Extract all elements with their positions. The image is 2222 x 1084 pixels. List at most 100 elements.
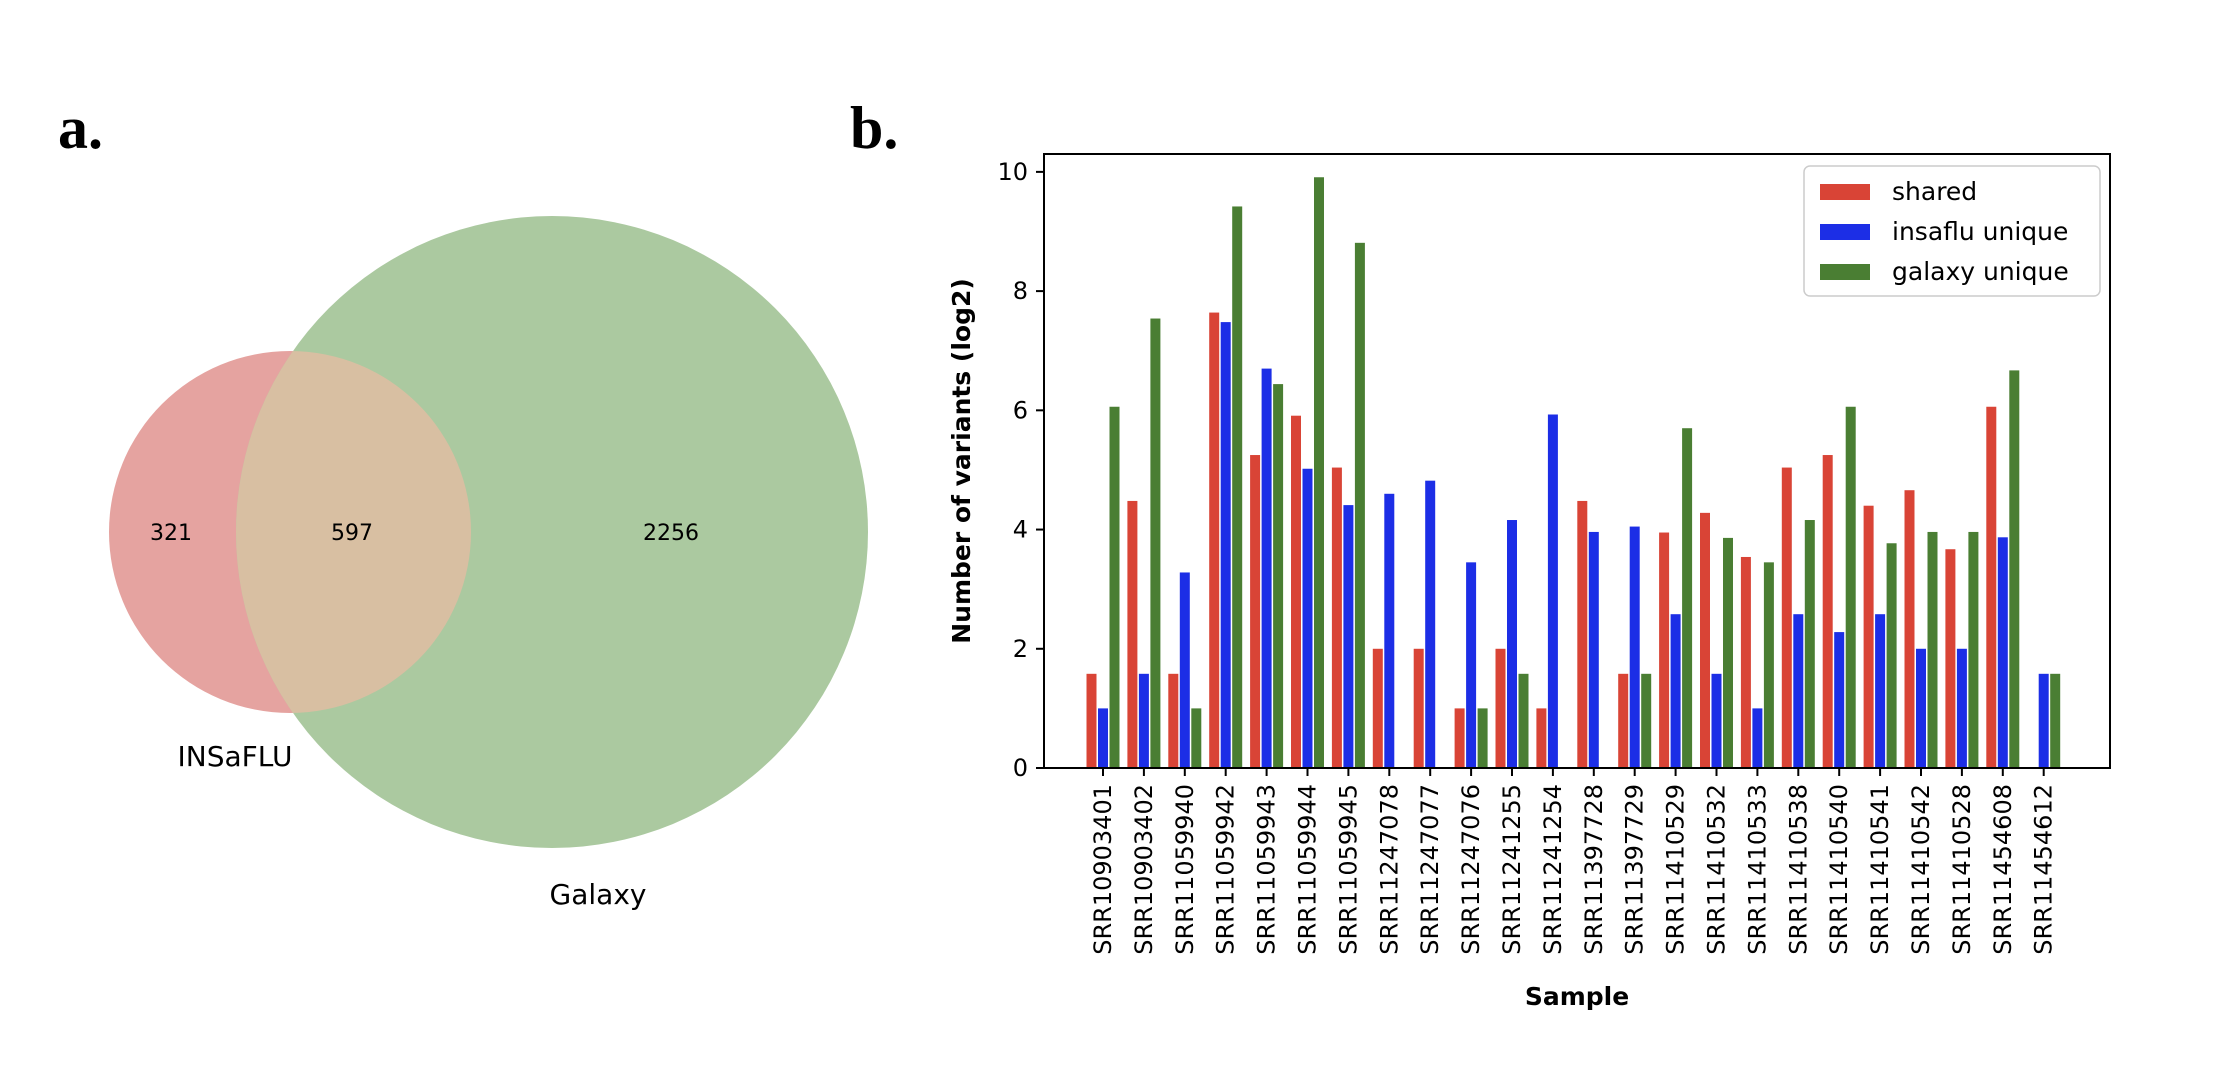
venn-right-set-label: Galaxy [550,878,647,911]
x-tick-label: SRR11410532 [1703,784,1731,955]
bar-shared-SRR11410541 [1863,505,1874,768]
bar-shared-SRR11397729 [1618,673,1629,768]
bar-galaxy-unique-SRR11410529 [1682,428,1693,768]
bar-insaflu-unique-SRR11059944 [1302,468,1313,768]
bar-insaflu-unique-SRR11247076 [1466,562,1477,768]
venn-intersection-count: 597 [331,521,373,546]
bar-galaxy-unique-SRR11410542 [1927,531,1938,768]
x-tick-label: SRR11410528 [1948,784,1976,955]
bar-galaxy-unique-SRR11059940 [1191,708,1202,768]
bar-insaflu-unique-SRR11410533 [1752,708,1763,768]
bar-shared-SRR11454608 [1986,406,1997,768]
bar-shared-SRR11247077 [1413,648,1424,768]
bar-galaxy-unique-SRR11059942 [1232,206,1243,768]
y-tick-label: 0 [1013,754,1028,782]
panel-b-label: b. [850,95,898,161]
x-tick-label: SRR11410529 [1662,784,1690,955]
bar-shared-SRR11247076 [1454,708,1465,768]
bar-insaflu-unique-SRR11241255 [1507,520,1517,768]
x-axis: SRR10903401 SRR10903402 SRR11059940 SRR1105… [1089,768,2058,955]
bar-shared-SRR11241254 [1536,708,1547,768]
bar-shared-SRR11241255 [1495,648,1506,768]
x-axis-title: Sample [1525,982,1629,1011]
bar-shared-SRR11059940 [1168,673,1179,768]
panel-a-label: a. [58,95,103,161]
bar-shared-SRR11410529 [1659,532,1670,768]
bar-insaflu-unique-SRR11410528 [1956,648,1967,768]
bar-insaflu-unique-SRR10903401 [1098,708,1108,768]
legend-box [1803,165,2101,297]
bar-insaflu-unique-SRR11397728 [1588,531,1599,768]
bar-galaxy-unique-SRR11059943 [1273,384,1284,768]
bar-shared-SRR11059945 [1331,467,1342,768]
bar-galaxy-unique-SRR11410528 [1968,531,1979,768]
bar-galaxy-unique-SRR10903402 [1150,318,1161,768]
venn-right-only-count: 2256 [643,521,699,546]
bar-shared-SRR11410538 [1781,467,1792,768]
x-tick-label: SRR11059943 [1253,784,1281,955]
venn-left-set-label: INSaFLU [178,740,293,773]
bar-shared-SRR11397728 [1577,500,1588,768]
x-tick-label: SRR11397728 [1580,784,1608,955]
bar-galaxy-unique-SRR11059945 [1354,242,1365,768]
x-tick-label: SRR11059945 [1334,784,1362,955]
x-tick-label: SRR11247076 [1457,784,1485,955]
bar-shared-SRR11410542 [1904,490,1915,768]
bar-galaxy-unique-SRR11410538 [1804,520,1815,768]
bar-galaxy-unique-SRR11410540 [1845,406,1856,768]
x-tick-label: SRR11059944 [1294,784,1322,955]
legend-swatch-galaxy-unique [1820,264,1870,280]
x-tick-label: SRR11454612 [2030,784,2058,955]
legend-swatch-insaflu-unique [1820,224,1870,240]
bar-insaflu-unique-SRR11410529 [1670,614,1681,768]
x-tick-label: SRR11410538 [1784,784,1812,955]
bar-shared-SRR10903401 [1086,673,1097,768]
bar-shared-SRR11410532 [1700,512,1710,768]
x-tick-label: SRR11241255 [1498,784,1526,955]
x-tick-label: SRR11247077 [1416,784,1444,955]
bar-insaflu-unique-SRR11410542 [1916,648,1926,768]
y-axis: 0 2 4 6 8 10 [997,158,1044,782]
x-tick-label: SRR11454608 [1989,784,2017,955]
bar-galaxy-unique-SRR11454608 [2009,370,2020,768]
bar-insaflu-unique-SRR11247077 [1425,480,1436,768]
legend-label-insaflu-unique: insaflu unique [1892,217,2068,246]
bar-shared-SRR11247078 [1372,648,1383,768]
bar-chart: 0 2 4 6 8 10 SRR10903401 SRR10903402 SRR1105994… [947,153,2111,1011]
bar-galaxy-unique-SRR11059944 [1314,177,1324,768]
bar-insaflu-unique-SRR11410532 [1711,673,1722,768]
bar-galaxy-unique-SRR11410541 [1886,543,1897,768]
bar-shared-SRR11059944 [1291,415,1301,768]
bar-insaflu-unique-SRR11410538 [1793,614,1804,768]
bar-shared-SRR11410528 [1945,549,1956,768]
bar-galaxy-unique-SRR11454612 [2050,673,2061,768]
x-tick-label: SRR11410540 [1825,784,1853,955]
bar-shared-SRR11410533 [1740,556,1751,768]
bar-galaxy-unique-SRR10903401 [1109,406,1120,768]
bar-insaflu-unique-SRR11059943 [1261,368,1272,768]
x-tick-label: SRR10903402 [1130,784,1158,955]
bar-shared-SRR11059942 [1209,312,1220,768]
plot-frame [1043,153,2111,769]
x-tick-label: SRR11059942 [1212,784,1240,955]
venn-diagram: 321 597 2256 INSaFLU Galaxy [109,216,868,911]
bar-insaflu-unique-SRR11059945 [1343,505,1354,768]
bar-shared-SRR11410540 [1822,455,1833,768]
y-tick-label: 10 [997,158,1028,186]
x-tick-label: SRR11410541 [1866,784,1894,955]
bar-galaxy-unique-SRR11410532 [1723,537,1733,768]
x-tick-label: SRR11410542 [1907,784,1935,955]
y-axis-title: Number of variants (log2) [947,278,976,644]
bar-insaflu-unique-SRR11241254 [1547,414,1558,768]
y-tick-label: 6 [1013,396,1028,424]
bar-insaflu-unique-SRR11059942 [1220,322,1231,768]
x-tick-label: SRR11241254 [1539,784,1567,955]
bar-shared-SRR10903402 [1127,500,1138,768]
bar-insaflu-unique-SRR11454612 [2038,673,2049,768]
x-tick-label: SRR11059940 [1171,784,1199,955]
bar-galaxy-unique-SRR11247076 [1477,708,1488,768]
bar-insaflu-unique-SRR11454608 [1997,537,2008,768]
y-tick-label: 4 [1013,516,1028,544]
x-tick-label: SRR11397729 [1621,784,1649,955]
bar-insaflu-unique-SRR11410540 [1834,632,1845,768]
